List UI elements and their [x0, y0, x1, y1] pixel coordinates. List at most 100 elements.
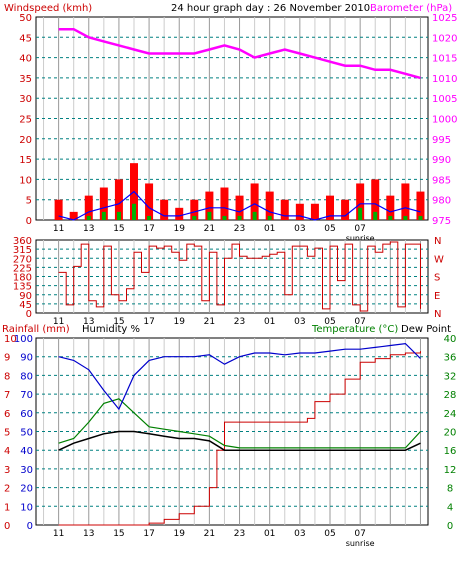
panel-3-hour-label: 07 — [354, 529, 365, 539]
wind-gust-bar — [160, 199, 169, 220]
wind-gust-bar — [401, 183, 410, 220]
wind-avg-bar — [207, 211, 212, 220]
temperature-axis-tick: 24 — [444, 409, 457, 420]
rainfall-line — [58, 351, 421, 526]
direction-axis-tick: 0 — [26, 309, 32, 320]
temperature-axis-tick: 0 — [447, 521, 453, 532]
wind-gust-bar — [84, 195, 93, 220]
direction-axis-tick: 360 — [13, 236, 32, 247]
wind-direction-line — [58, 241, 421, 312]
temperature-axis-tick: 16 — [444, 446, 457, 457]
panel-1-hour-label: 01 — [264, 224, 275, 234]
direction-axis-tick: 180 — [13, 273, 32, 284]
rain-axis-tick: 3 — [4, 465, 10, 476]
wind-gust-bar — [190, 199, 199, 220]
direction-axis-tick: 135 — [13, 282, 32, 293]
wind-gust-bar — [69, 211, 78, 220]
wind-avg-bar — [222, 215, 227, 220]
panel-1-hour-label: 05 — [324, 224, 335, 234]
chart-title: 24 hour graph day : 26 November 2010 — [171, 3, 370, 14]
barometer-axis-tick: 1005 — [432, 94, 457, 105]
barometer-axis-tick: 975 — [432, 216, 451, 227]
wind-gust-bar — [265, 191, 274, 220]
wind-gust-bar — [175, 207, 184, 220]
humidity-axis-tick: 20 — [20, 484, 33, 495]
sunrise-label-top: sunrise — [346, 234, 375, 243]
barometer-axis-tick: 1015 — [432, 54, 457, 65]
wind-gust-bar — [416, 191, 425, 220]
panel-3-hour-label: 11 — [53, 529, 64, 539]
rain-axis-tick: 10 — [4, 334, 17, 345]
temperature-axis-tick: 12 — [444, 465, 457, 476]
humidity-axis-tick: 80 — [20, 371, 33, 382]
wind-avg-bar — [101, 211, 106, 220]
wind-avg-bar — [147, 215, 152, 220]
temperature-axis-tick: 32 — [444, 371, 457, 382]
wind-gust-bar — [310, 203, 319, 220]
direction-axis-tick: 315 — [13, 245, 32, 256]
humidity-axis-tick: 40 — [20, 446, 33, 457]
panel-2-hour-label: 13 — [83, 317, 94, 327]
wind-avg-bar — [373, 211, 378, 220]
wind-gust-bar — [250, 183, 259, 220]
panel-1-hour-label: 23 — [234, 224, 245, 234]
temperature-axis-tick: 28 — [444, 390, 457, 401]
wind-gust-bar — [114, 179, 123, 220]
humidity-axis-tick: 0 — [27, 521, 33, 532]
wind-avg-bar — [358, 207, 363, 220]
humidity-axis-tick: 90 — [20, 353, 33, 364]
panel-3-hour-label: 23 — [234, 529, 245, 539]
humidity-axis-tick: 70 — [20, 390, 33, 401]
panel-2-hour-label: 03 — [294, 317, 305, 327]
wind-gust-bar — [295, 203, 304, 220]
rain-axis-tick: 1 — [4, 502, 10, 513]
rain-axis-tick: 0 — [4, 521, 10, 532]
rain-axis-tick: 4 — [4, 446, 10, 457]
temperature-label: Temperature (°C) — [311, 324, 398, 335]
wind-speed-line — [58, 190, 421, 221]
wind-axis-tick: 30 — [19, 94, 32, 105]
temperature-axis-tick: 8 — [447, 484, 453, 495]
panel-3-hour-label: 03 — [294, 529, 305, 539]
humidity-label: Humidity % — [82, 324, 140, 335]
wind-label: Windspeed (kmh) — [4, 3, 92, 14]
wind-avg-bar — [116, 211, 121, 220]
panel-1-hour-label: 19 — [174, 224, 186, 234]
compass-axis-tick: N — [434, 236, 441, 247]
barometer-axis-tick: 980 — [432, 196, 451, 207]
panel-2-hour-label: 07 — [354, 317, 365, 327]
panel-2-hour-label: 23 — [234, 317, 245, 327]
wind-axis-tick: 50 — [19, 13, 32, 24]
humidity-axis-tick: 10 — [20, 502, 33, 513]
panel-2-hour-label: 19 — [174, 317, 186, 327]
barometer-line — [58, 27, 421, 80]
panel-1-hour-label: 15 — [113, 224, 124, 234]
temperature-axis-tick: 36 — [444, 353, 457, 364]
panel-1-hour-label: 17 — [143, 224, 154, 234]
wind-avg-bar — [418, 215, 423, 220]
dew-point-line — [58, 430, 421, 451]
rain-axis-tick: 8 — [4, 371, 10, 382]
wind-axis-tick: 10 — [19, 175, 32, 186]
humidity-axis-tick: 30 — [20, 465, 33, 476]
wind-avg-bar — [388, 215, 393, 220]
rain-axis-tick: 9 — [4, 353, 10, 364]
wind-axis-tick: 15 — [19, 155, 32, 166]
panel-1-hour-label: 21 — [204, 224, 215, 234]
panel-3-frame — [35, 337, 429, 526]
direction-axis-tick: 225 — [13, 263, 32, 274]
humidity-axis-tick: 100 — [14, 334, 33, 345]
panel-2-hour-label: 11 — [53, 317, 64, 327]
wind-gust-bar — [235, 195, 244, 220]
temperature-axis-tick: 40 — [444, 334, 457, 345]
panel-3-hour-label: 05 — [324, 529, 335, 539]
direction-axis-tick: 90 — [19, 291, 32, 302]
wind-avg-bar — [267, 215, 272, 220]
compass-axis-tick: E — [434, 291, 440, 302]
wind-avg-bar — [403, 215, 408, 220]
wind-axis-tick: 25 — [19, 115, 32, 126]
panel-2-hour-label: 17 — [143, 317, 154, 327]
panel-1-hour-label: 03 — [294, 224, 305, 234]
